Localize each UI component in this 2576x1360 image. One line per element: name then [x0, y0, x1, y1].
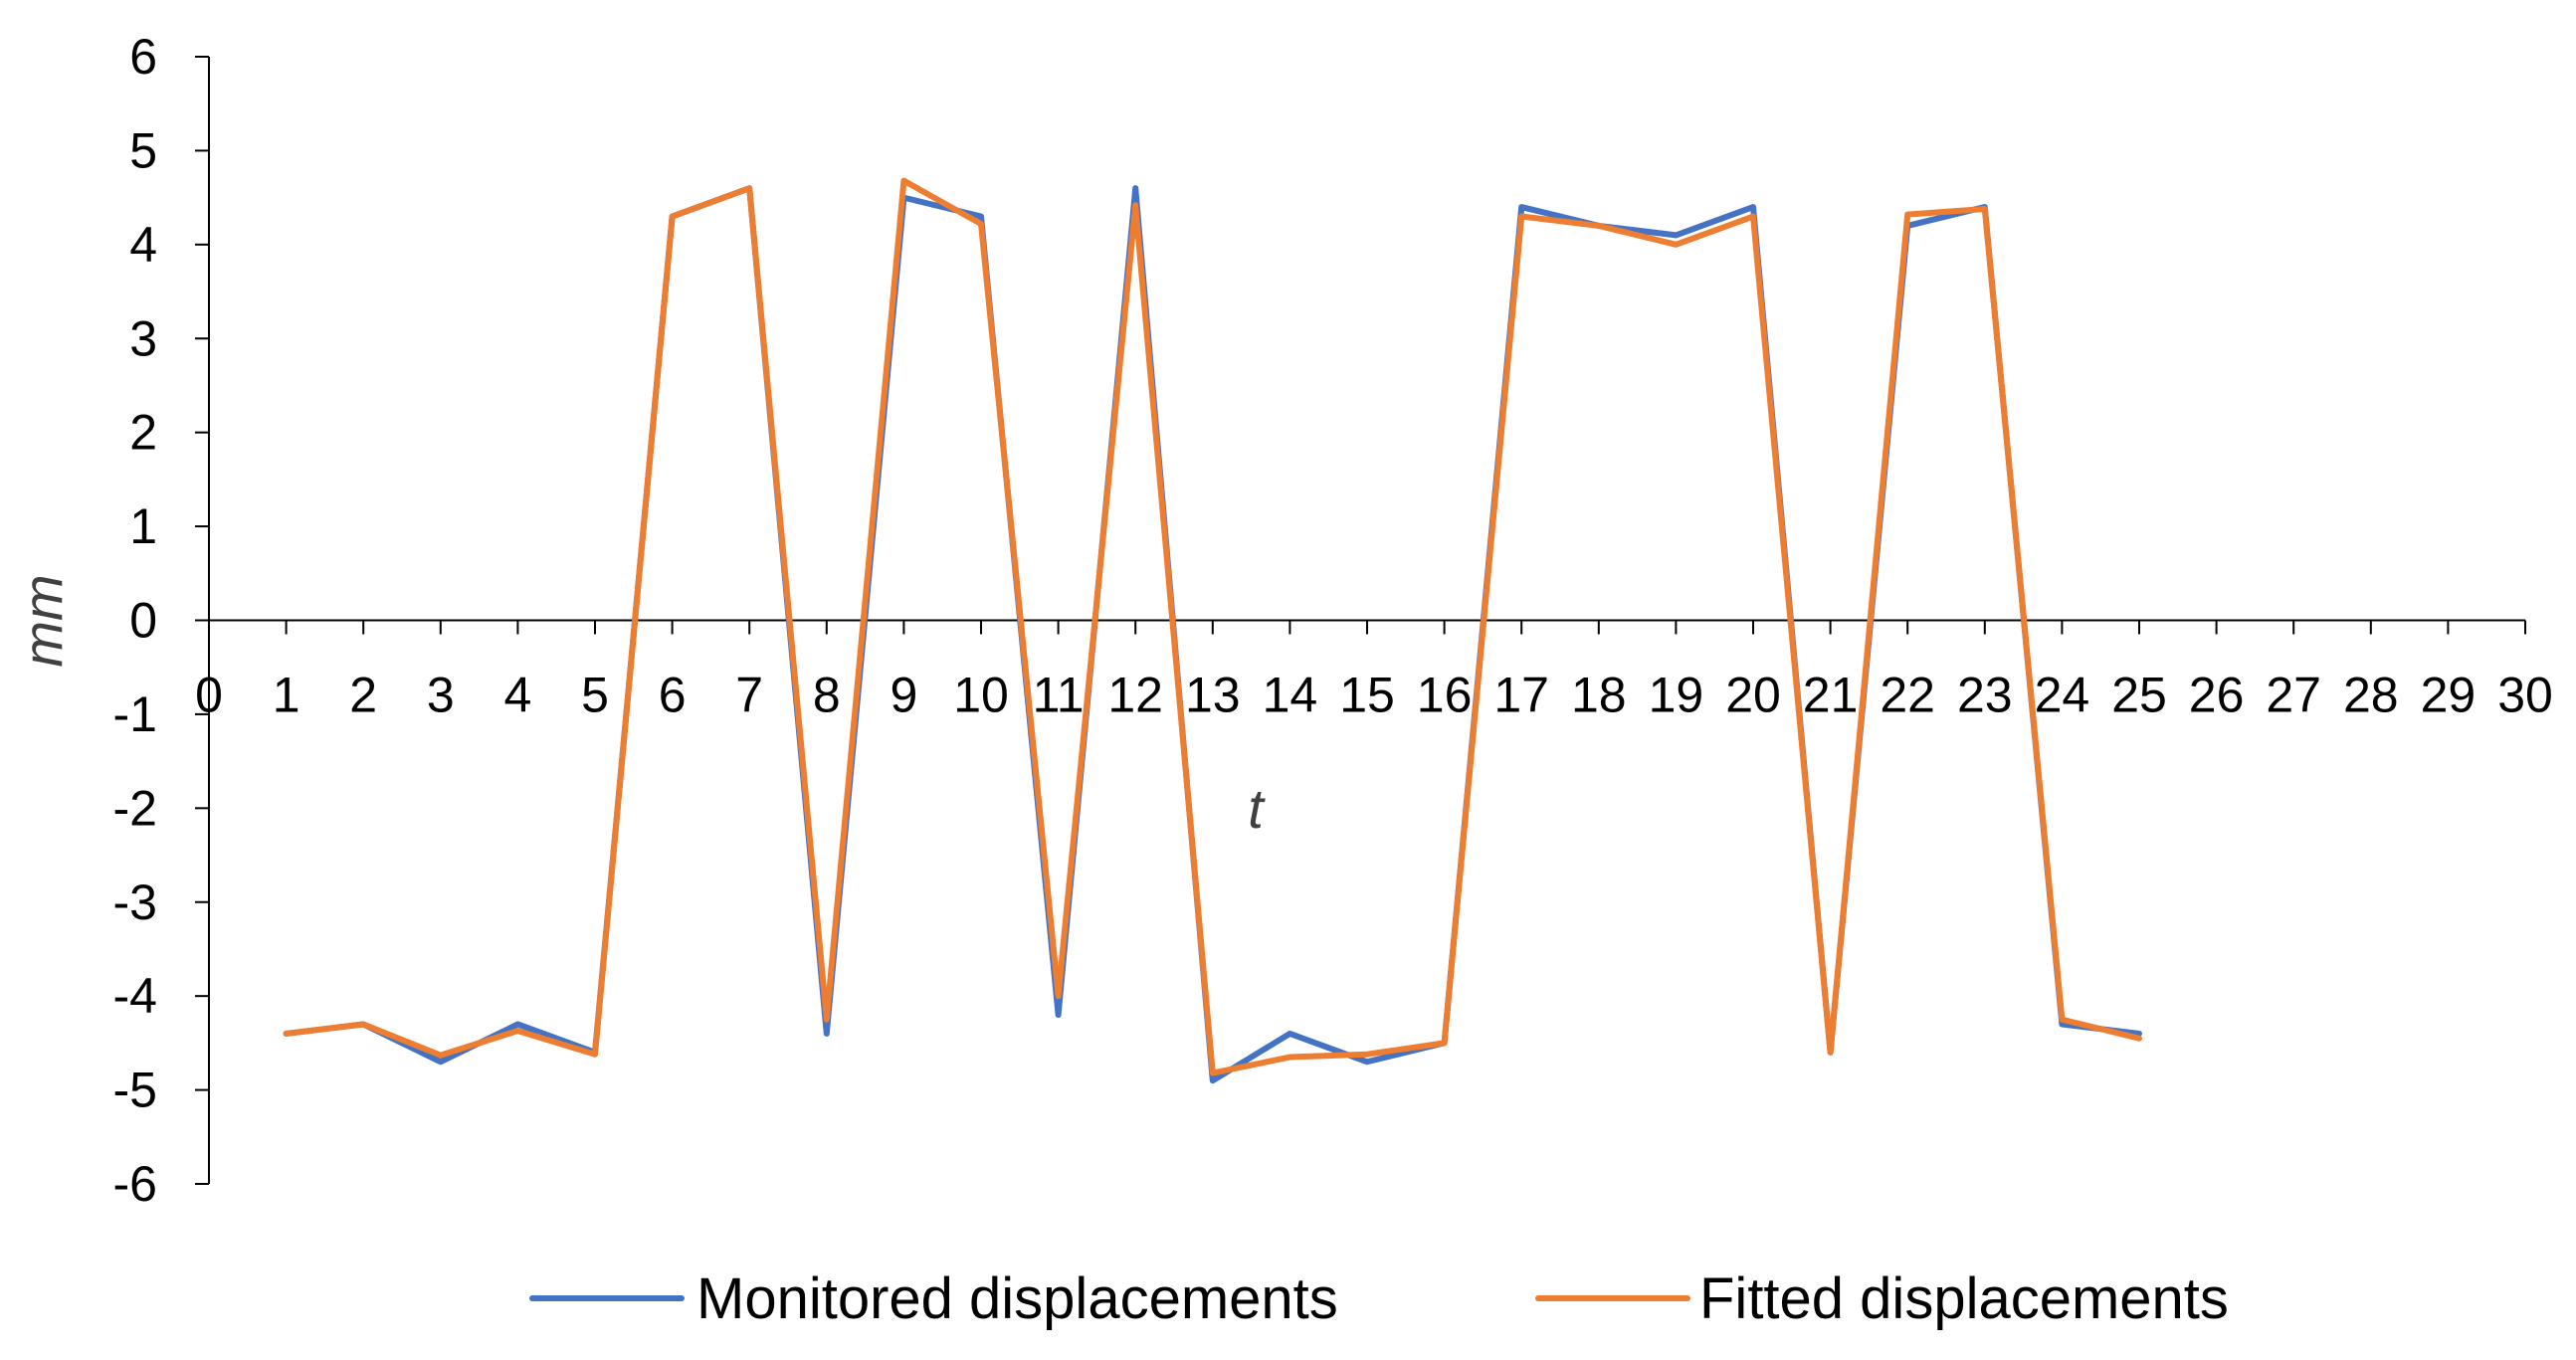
- x-tick-label: 2: [349, 668, 377, 723]
- y-axis-title: mm: [11, 574, 74, 667]
- x-tick-label: 23: [1957, 668, 2013, 723]
- x-tick-label: 25: [2111, 668, 2167, 723]
- y-axis-ticks: 6 5 4 3 2 1 0 -1 -2 -3 -4 -5 -6: [113, 29, 209, 1212]
- legend: Monitored displacements Fitted displaceme…: [529, 1266, 2229, 1331]
- x-tick-label: 9: [890, 668, 917, 723]
- x-tick-label: 8: [813, 668, 841, 723]
- y-tick-label: 5: [129, 122, 157, 178]
- x-tick-label: 17: [1493, 668, 1549, 723]
- x-tick-label: 18: [1571, 668, 1627, 723]
- x-tick-label: 11: [1033, 668, 1085, 723]
- series-line-fitted: [283, 177, 2142, 1076]
- x-tick-label: 0: [195, 668, 223, 723]
- x-tick-label: 19: [1649, 668, 1704, 723]
- y-tick-label: 6: [129, 29, 157, 85]
- x-tick-label: 26: [2189, 668, 2245, 723]
- y-tick-label: 0: [129, 593, 157, 649]
- x-tick-label: 3: [427, 668, 455, 723]
- x-tick-label: 4: [503, 668, 531, 723]
- x-tick-label: 27: [2266, 668, 2321, 723]
- y-tick-label: -6: [113, 1156, 157, 1212]
- x-tick-label: 12: [1107, 668, 1163, 723]
- series-lines: [283, 177, 2142, 1084]
- y-tick-label: 4: [129, 217, 157, 273]
- x-tick-label: 21: [1803, 668, 1859, 723]
- x-axis-ticks: 0 1 2 3 4 5 6 7 8 9 10 11 12 13 14 15 16 17 18 19 20 21 22 23 24…: [195, 620, 2553, 723]
- x-axis-title: t: [1248, 777, 1266, 840]
- x-tick-label: 10: [953, 668, 1009, 723]
- y-tick-label: 1: [129, 498, 157, 554]
- series-line-monitored: [283, 185, 2142, 1084]
- y-tick-label: -2: [113, 780, 157, 836]
- y-tick-label: -3: [113, 874, 157, 930]
- legend-label: Monitored displacements: [696, 1266, 1338, 1331]
- legend-label: Fitted displacements: [1699, 1266, 2229, 1331]
- x-tick-label: 22: [1880, 668, 1935, 723]
- x-tick-label: 5: [581, 668, 609, 723]
- x-tick-label: 29: [2421, 668, 2477, 723]
- x-tick-label: 14: [1263, 668, 1318, 723]
- y-tick-label: 3: [129, 310, 157, 366]
- y-tick-label: -5: [113, 1063, 157, 1118]
- x-tick-label: 13: [1185, 668, 1241, 723]
- x-tick-label: 30: [2497, 668, 2553, 723]
- x-tick-label: 28: [2343, 668, 2399, 723]
- x-tick-label: 20: [1725, 668, 1781, 723]
- y-tick-label: -4: [113, 968, 157, 1024]
- x-tick-label: 16: [1417, 668, 1473, 723]
- x-tick-label: 7: [735, 668, 763, 723]
- y-tick-label: 2: [129, 405, 157, 461]
- y-tick-label: -1: [113, 686, 157, 742]
- x-tick-label: 24: [2035, 668, 2090, 723]
- x-tick-label: 15: [1339, 668, 1395, 723]
- x-tick-label: 1: [273, 668, 300, 723]
- x-tick-label: 6: [659, 668, 687, 723]
